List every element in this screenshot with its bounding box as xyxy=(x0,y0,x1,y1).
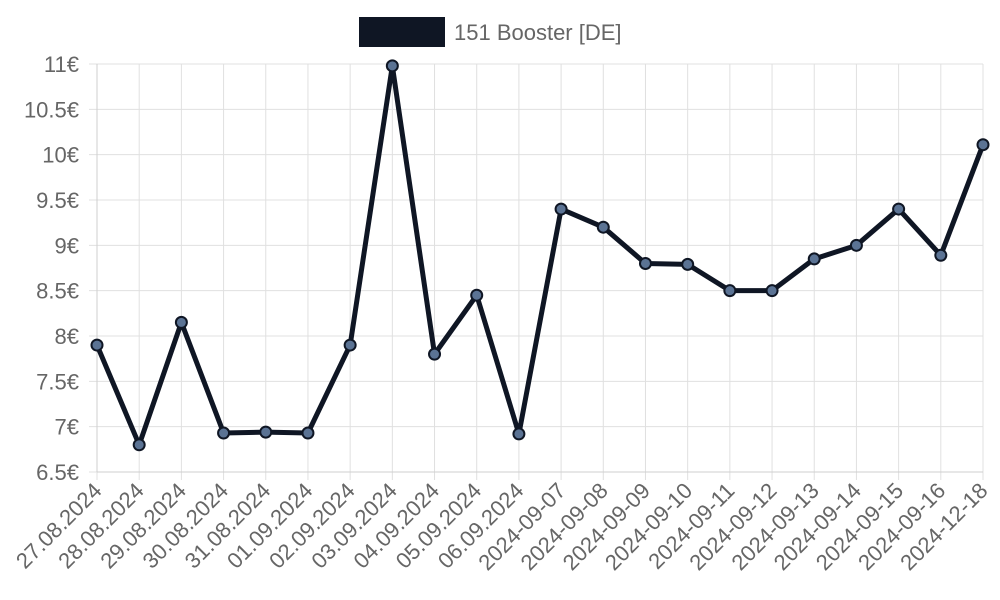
y-tick-label: 7.5€ xyxy=(36,369,79,394)
data-point[interactable] xyxy=(301,426,315,440)
legend-swatch xyxy=(359,17,445,47)
y-tick-label: 8€ xyxy=(55,324,79,349)
data-point[interactable] xyxy=(90,338,104,352)
data-point[interactable] xyxy=(638,256,652,270)
data-point[interactable] xyxy=(596,220,610,234)
y-tick-label: 9.5€ xyxy=(36,188,79,213)
y-axis-labels: 11€ 10.5€ 10€ 9.5€ 9€ 8.5€ 8€ 7.5€ 7€ 6.5€ xyxy=(24,52,79,485)
y-tick-label: 9€ xyxy=(55,233,79,258)
series-line xyxy=(94,63,986,448)
data-point[interactable] xyxy=(174,315,188,329)
data-point[interactable] xyxy=(259,425,273,439)
legend-label: 151 Booster [DE] xyxy=(454,20,622,45)
y-tick-label: 11€ xyxy=(44,52,79,77)
y-tick-label: 6.5€ xyxy=(36,460,79,485)
data-point[interactable] xyxy=(723,284,737,298)
y-tick-label: 10€ xyxy=(42,143,79,168)
data-point[interactable] xyxy=(807,252,821,266)
grid xyxy=(89,63,984,480)
data-point[interactable] xyxy=(343,338,357,352)
data-points xyxy=(90,59,990,452)
legend[interactable]: 151 Booster [DE] xyxy=(359,17,622,47)
data-point[interactable] xyxy=(554,202,568,216)
data-point[interactable] xyxy=(934,248,948,262)
data-point[interactable] xyxy=(849,238,863,252)
y-tick-label: 7€ xyxy=(55,415,79,440)
data-point[interactable] xyxy=(428,347,442,361)
data-point[interactable] xyxy=(681,257,695,271)
y-tick-label: 10.5€ xyxy=(24,97,79,122)
data-point[interactable] xyxy=(132,438,146,452)
data-point[interactable] xyxy=(470,288,484,302)
data-point[interactable] xyxy=(976,138,990,152)
y-tick-label: 8.5€ xyxy=(36,279,79,304)
data-point[interactable] xyxy=(892,202,906,216)
data-point[interactable] xyxy=(512,427,526,441)
data-point[interactable] xyxy=(217,426,231,440)
data-point[interactable] xyxy=(765,284,779,298)
data-point[interactable] xyxy=(385,59,399,73)
x-axis-labels: 27.08.202428.08.202429.08.202430.08.2024… xyxy=(11,478,993,575)
